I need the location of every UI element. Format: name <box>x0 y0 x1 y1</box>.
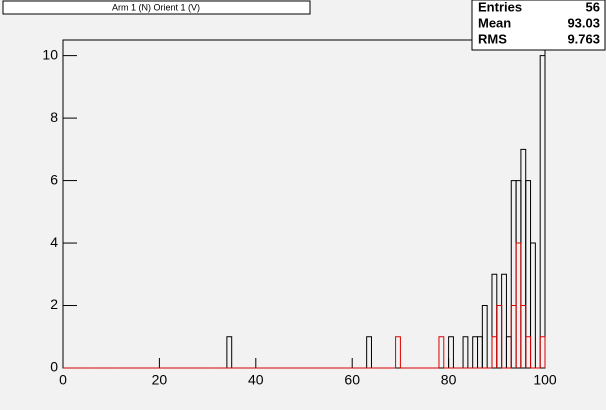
histogram-bin <box>481 305 488 368</box>
histogram-bin <box>530 242 536 368</box>
stat-label: RMS <box>478 31 507 46</box>
histogram-bin <box>366 336 372 368</box>
histogram-bin <box>226 336 233 368</box>
title-box <box>2 0 311 15</box>
stat-label: Mean <box>478 15 511 30</box>
histogram-bin <box>496 305 503 368</box>
stat-label: Entries <box>478 0 522 14</box>
y-tick-label: 0 <box>50 359 58 375</box>
x-tick-label: 40 <box>248 372 264 388</box>
x-tick-label: 80 <box>441 372 457 388</box>
x-tick-label: 100 <box>533 372 557 388</box>
histogram-bin <box>448 336 454 368</box>
stats-box <box>471 0 606 51</box>
histogram-bin <box>462 336 469 368</box>
y-tick-label: 10 <box>42 46 58 62</box>
histogram-bin <box>438 336 445 368</box>
x-tick-label: 20 <box>152 372 168 388</box>
histogram-bin <box>525 336 532 368</box>
chart-title: Arm 1 (N) Orient 1 (V) <box>112 2 200 12</box>
stat-value: 9.763 <box>567 31 600 46</box>
histogram-bin <box>395 336 401 368</box>
histogram-bin <box>539 55 546 368</box>
y-tick-label: 6 <box>50 171 58 187</box>
y-tick-label: 4 <box>50 234 58 250</box>
x-tick-label: 60 <box>344 372 360 388</box>
histogram-bin <box>539 336 546 368</box>
y-tick-label: 8 <box>50 109 58 125</box>
stat-value: 56 <box>586 0 600 14</box>
y-tick-label: 2 <box>50 296 58 312</box>
stat-value: 93.03 <box>567 15 600 30</box>
x-tick-label: 0 <box>59 372 67 388</box>
frame <box>62 39 546 369</box>
